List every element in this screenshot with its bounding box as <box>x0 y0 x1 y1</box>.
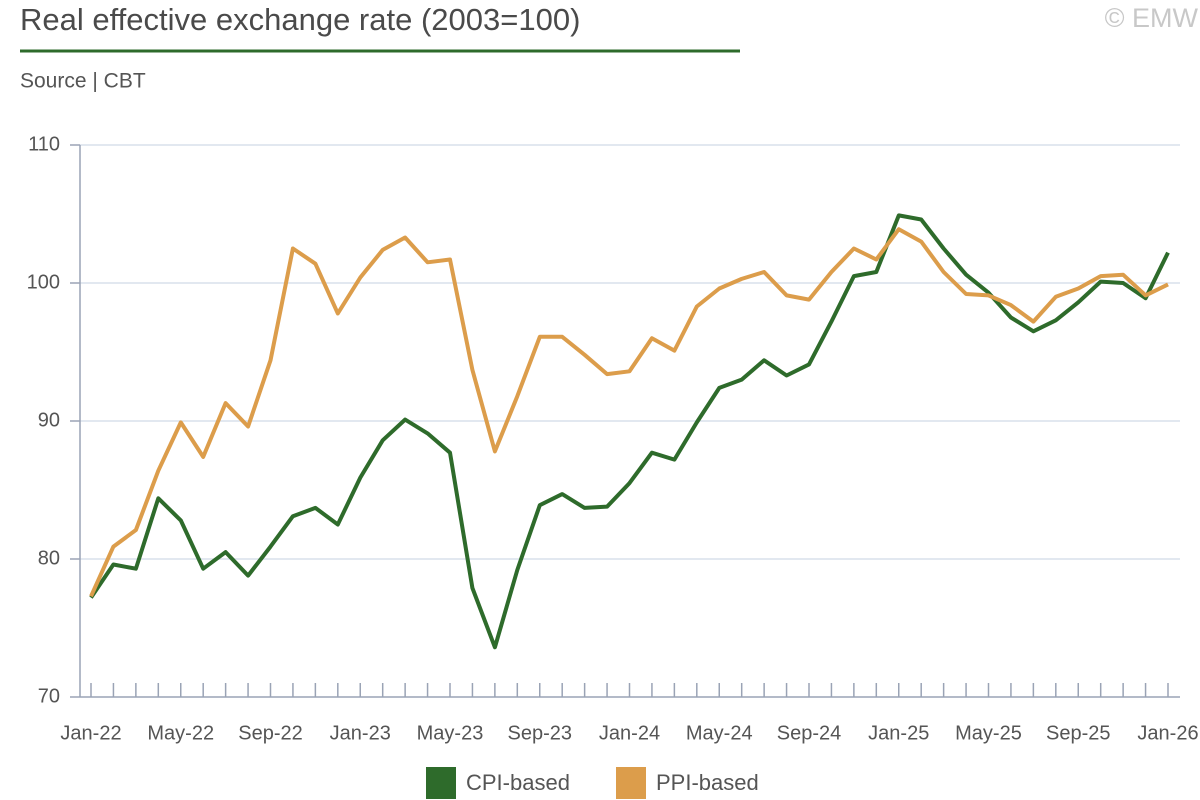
y-tick-label: 80 <box>38 547 60 569</box>
x-tick-label: Jan-25 <box>868 722 929 744</box>
y-tick-label: 90 <box>38 409 60 431</box>
x-tick-label: Sep-23 <box>508 722 573 744</box>
x-tick-label: Jan-23 <box>330 722 391 744</box>
legend-swatch <box>426 767 456 799</box>
y-tick-label: 110 <box>28 133 60 155</box>
series-line <box>89 213 1170 650</box>
chart-title: Real effective exchange rate (2003=100) <box>20 2 580 37</box>
chart-subtitle: Source | CBT <box>20 70 146 93</box>
x-tick-label: May-22 <box>147 722 214 744</box>
x-tick-label: May-25 <box>955 722 1022 744</box>
y-tick-label: 100 <box>27 271 60 293</box>
y-tick-label: 70 <box>38 685 60 707</box>
x-tick-label: Jan-26 <box>1137 722 1198 744</box>
watermark: © EMW <box>1105 3 1199 33</box>
x-tick-label: Sep-22 <box>238 722 303 744</box>
legend-label: CPI-based <box>466 770 570 795</box>
x-tick-label: Sep-24 <box>777 722 842 744</box>
x-tick-label: May-24 <box>686 722 753 744</box>
x-tick-label: Sep-25 <box>1046 722 1111 744</box>
x-tick-label: Jan-22 <box>60 722 121 744</box>
series-line <box>89 227 1169 598</box>
legend-swatch <box>616 767 646 799</box>
x-tick-label: Jan-24 <box>599 722 660 744</box>
legend-label: PPI-based <box>656 770 759 795</box>
x-tick-label: May-23 <box>417 722 484 744</box>
